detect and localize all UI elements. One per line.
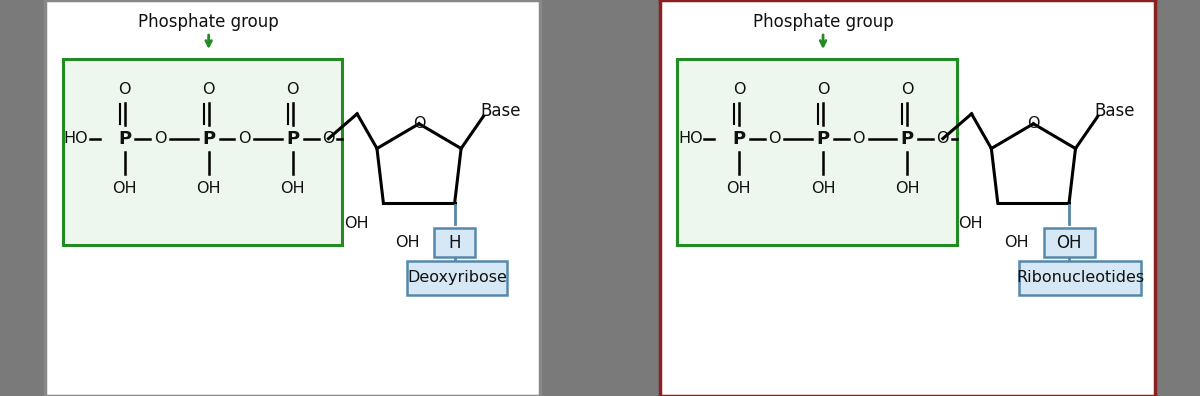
Text: OH: OH	[726, 181, 751, 196]
Text: O: O	[119, 82, 131, 97]
Text: OH: OH	[1004, 235, 1030, 250]
Text: OH: OH	[811, 181, 835, 196]
Text: P: P	[901, 129, 913, 148]
Text: O: O	[322, 131, 335, 146]
Text: P: P	[118, 129, 131, 148]
Text: OH: OH	[281, 181, 305, 196]
FancyBboxPatch shape	[434, 228, 475, 257]
Text: P: P	[732, 129, 745, 148]
Text: Phosphate group: Phosphate group	[752, 13, 894, 31]
Text: O: O	[768, 131, 781, 146]
Text: O: O	[817, 82, 829, 97]
Text: OH: OH	[1056, 234, 1082, 251]
FancyBboxPatch shape	[677, 59, 956, 245]
Text: OH: OH	[395, 235, 420, 250]
FancyBboxPatch shape	[1019, 261, 1141, 295]
Text: O: O	[852, 131, 865, 146]
Text: HO: HO	[64, 131, 89, 146]
Text: OH: OH	[344, 216, 368, 231]
Text: O: O	[154, 131, 167, 146]
Text: OH: OH	[112, 181, 137, 196]
Text: O: O	[733, 82, 745, 97]
FancyBboxPatch shape	[407, 261, 508, 295]
FancyBboxPatch shape	[1044, 228, 1094, 257]
Text: HO: HO	[678, 131, 703, 146]
Text: P: P	[816, 129, 829, 148]
Text: OH: OH	[895, 181, 919, 196]
Text: OH: OH	[197, 181, 221, 196]
Text: Ribonucleotides: Ribonucleotides	[1016, 270, 1144, 285]
FancyBboxPatch shape	[62, 59, 342, 245]
Text: O: O	[287, 82, 299, 97]
Text: O: O	[238, 131, 251, 146]
Text: P: P	[202, 129, 215, 148]
Text: P: P	[287, 129, 299, 148]
Text: O: O	[203, 82, 215, 97]
Text: Deoxyribose: Deoxyribose	[407, 270, 508, 285]
Text: OH: OH	[959, 216, 983, 231]
Text: Base: Base	[1094, 103, 1135, 120]
Text: O: O	[936, 131, 949, 146]
Text: Phosphate group: Phosphate group	[138, 13, 280, 31]
Text: O: O	[1027, 116, 1039, 131]
Text: O: O	[413, 116, 425, 131]
Text: O: O	[901, 82, 913, 97]
Text: Base: Base	[480, 103, 521, 120]
Text: H: H	[449, 234, 461, 251]
